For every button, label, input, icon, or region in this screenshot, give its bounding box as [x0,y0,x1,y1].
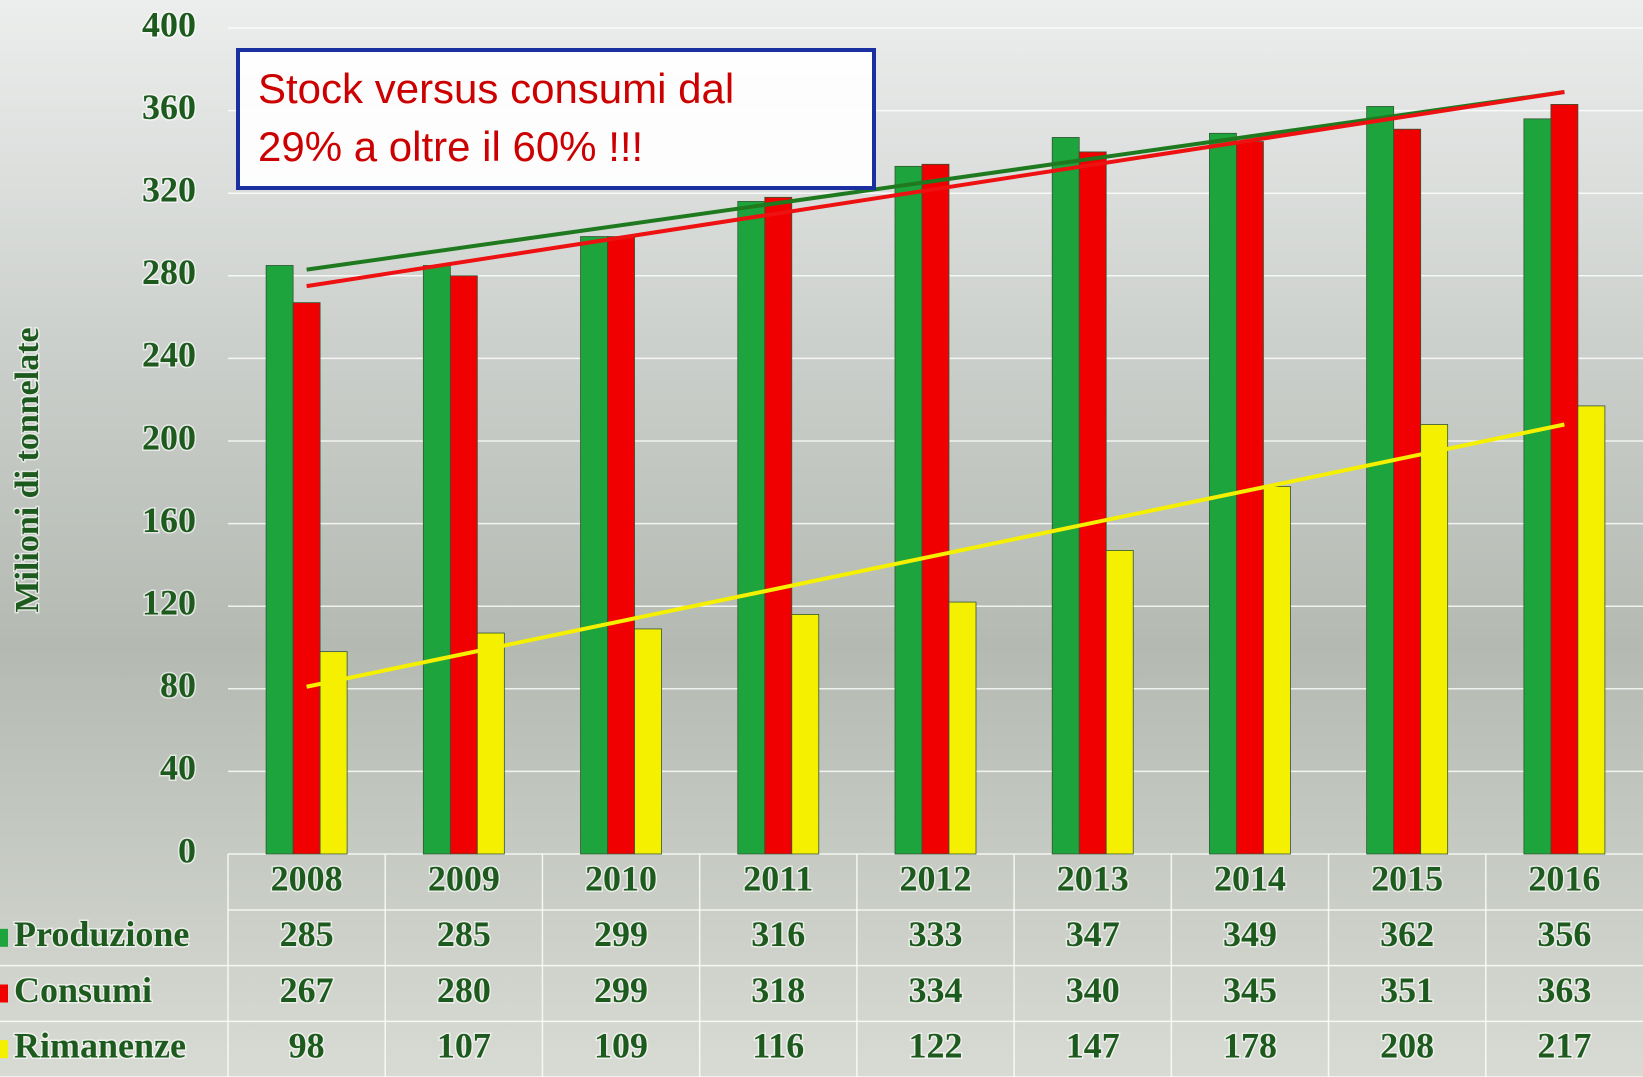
table-value: 208 [1380,1025,1434,1065]
y-tick-label: 0 [178,830,196,870]
bar [607,236,635,855]
trend-line [306,422,1565,689]
bar [634,628,662,855]
y-tick-label: 400 [142,4,196,44]
bar [580,236,608,855]
table-value: 334 [909,970,963,1010]
annotation: Stock versus consumi dal [258,65,734,112]
table-value: 217 [1537,1025,1591,1065]
table-value: 122 [909,1025,963,1065]
annotation: 29% a oltre il 60% !!! [258,123,643,170]
table-value: 299 [594,914,648,954]
table-value: 147 [1066,1025,1120,1065]
bar [1105,550,1134,855]
legend-label: Rimanenze [14,1025,186,1065]
bar [265,265,294,855]
table-value: 285 [280,914,334,954]
bar [1051,137,1080,855]
table-value: 351 [1380,970,1434,1010]
table-value: 333 [909,914,963,954]
x-tick-label: 2016 [1528,858,1600,898]
bar [1420,424,1449,855]
y-tick-label: 240 [142,335,196,375]
y-tick-label: 160 [142,500,196,540]
legend-key [0,928,8,947]
bar [1236,141,1264,855]
x-tick-label: 2008 [271,858,343,898]
bar [476,632,505,855]
bar [1550,104,1579,855]
bar [422,265,451,855]
y-tick-label: 120 [142,582,196,622]
legend-key [0,1040,8,1059]
table-value: 316 [751,914,805,954]
table-value: 285 [437,914,491,954]
table-value: 178 [1223,1025,1277,1065]
bar [737,201,766,855]
bar [791,614,820,855]
x-tick-label: 2011 [743,858,813,898]
x-tick-label: 2010 [585,858,657,898]
y-tick-label: 80 [160,665,196,705]
legend-label: Consumi [14,970,152,1010]
table-value: 349 [1223,914,1277,954]
table-value: 109 [594,1025,648,1065]
bar [894,165,923,855]
table-value: 363 [1537,970,1591,1010]
table-value: 280 [437,970,491,1010]
table-value: 116 [752,1025,804,1065]
legend-key [0,984,8,1003]
x-tick-label: 2015 [1371,858,1443,898]
table-value: 340 [1066,970,1120,1010]
table-value: 356 [1537,914,1591,954]
table-value: 347 [1066,914,1120,954]
bar [292,302,321,855]
bar [319,651,348,855]
y-axis-label: Milioni di tonnelate [9,327,46,612]
x-tick-label: 2009 [428,858,500,898]
y-tick-label: 360 [142,87,196,127]
y-tick-label: 40 [160,748,196,788]
annotation-box [236,48,876,190]
table-value: 362 [1380,914,1434,954]
table-value: 107 [437,1025,491,1065]
table-value: 299 [594,970,648,1010]
y-tick-label: 280 [142,252,196,292]
bar [1078,151,1107,855]
y-tick-label: 200 [142,417,196,457]
table-value: 318 [751,970,805,1010]
table-value: 267 [280,970,334,1010]
bar [1393,128,1422,855]
plot: 0 40 80 120 160 200 240 280 320 360 400 2008 285 267 9… [0,3,1643,1077]
bar [948,601,977,855]
table-value: 345 [1223,970,1277,1010]
bar [449,275,478,855]
bar [1263,486,1291,855]
bar [1366,106,1395,855]
table-value: 98 [289,1025,325,1065]
trend-line [306,90,1565,289]
x-tick-label: 2012 [900,858,972,898]
trend-line [306,90,1565,272]
bar [1523,118,1552,855]
legend-label: Produzione [14,914,189,954]
y-tick-label: 320 [142,169,196,209]
bar [764,196,793,855]
x-tick-label: 2014 [1214,858,1286,898]
x-tick-label: 2013 [1057,858,1129,898]
bar [1577,405,1606,855]
bar [921,163,950,855]
